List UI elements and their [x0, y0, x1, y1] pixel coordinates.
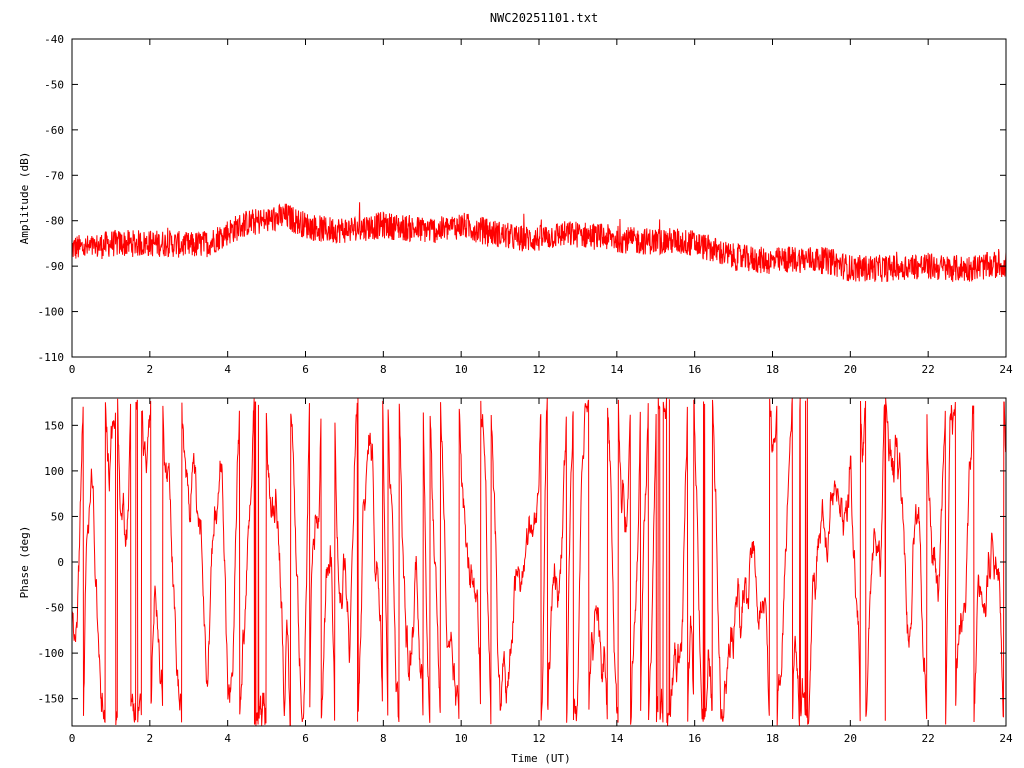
- y-tick-label: 100: [44, 465, 64, 478]
- x-tick-label: 12: [532, 363, 545, 376]
- chart-title: NWC20251101.txt: [490, 11, 598, 25]
- x-tick-label: 6: [302, 732, 309, 745]
- y-tick-label: 0: [57, 556, 64, 569]
- x-tick-label: 22: [922, 363, 935, 376]
- x-tick-label: 18: [766, 732, 779, 745]
- y-tick-label: 150: [44, 419, 64, 432]
- y-axis-label: Amplitude (dB): [18, 152, 31, 245]
- x-tick-label: 20: [844, 732, 857, 745]
- y-tick-label: -40: [44, 33, 64, 46]
- x-tick-label: 4: [224, 363, 231, 376]
- x-tick-label: 10: [455, 732, 468, 745]
- x-tick-label: 10: [455, 363, 468, 376]
- y-tick-label: -90: [44, 260, 64, 273]
- x-tick-label: 8: [380, 363, 387, 376]
- x-tick-label: 24: [999, 732, 1013, 745]
- series-line: [72, 202, 1006, 282]
- y-tick-label: -50: [44, 602, 64, 615]
- series-line: [72, 398, 1006, 726]
- x-tick-label: 18: [766, 363, 779, 376]
- x-tick-label: 8: [380, 732, 387, 745]
- y-tick-label: -50: [44, 78, 64, 91]
- y-tick-label: -100: [38, 306, 65, 319]
- y-tick-label: -150: [38, 693, 65, 706]
- x-tick-label: 2: [147, 732, 154, 745]
- x-tick-label: 16: [688, 732, 701, 745]
- x-tick-label: 16: [688, 363, 701, 376]
- y-tick-label: -70: [44, 169, 64, 182]
- x-tick-label: 24: [999, 363, 1013, 376]
- x-tick-label: 12: [532, 732, 545, 745]
- plot-frame: [71, 38, 1007, 358]
- y-tick-label: -80: [44, 215, 64, 228]
- x-tick-label: 6: [302, 363, 309, 376]
- y-tick-label: -110: [38, 351, 65, 364]
- x-tick-label: 14: [610, 732, 624, 745]
- y-tick-label: -100: [38, 647, 65, 660]
- x-tick-label: 4: [224, 732, 231, 745]
- x-tick-label: 0: [69, 363, 76, 376]
- x-tick-label: 22: [922, 732, 935, 745]
- x-tick-label: 2: [147, 363, 154, 376]
- x-tick-label: 14: [610, 363, 624, 376]
- y-tick-label: 50: [51, 510, 64, 523]
- x-tick-label: 0: [69, 732, 76, 745]
- y-axis-label: Phase (deg): [18, 526, 31, 599]
- y-tick-label: -60: [44, 124, 64, 137]
- x-axis-label: Time (UT): [511, 752, 571, 765]
- x-tick-label: 20: [844, 363, 857, 376]
